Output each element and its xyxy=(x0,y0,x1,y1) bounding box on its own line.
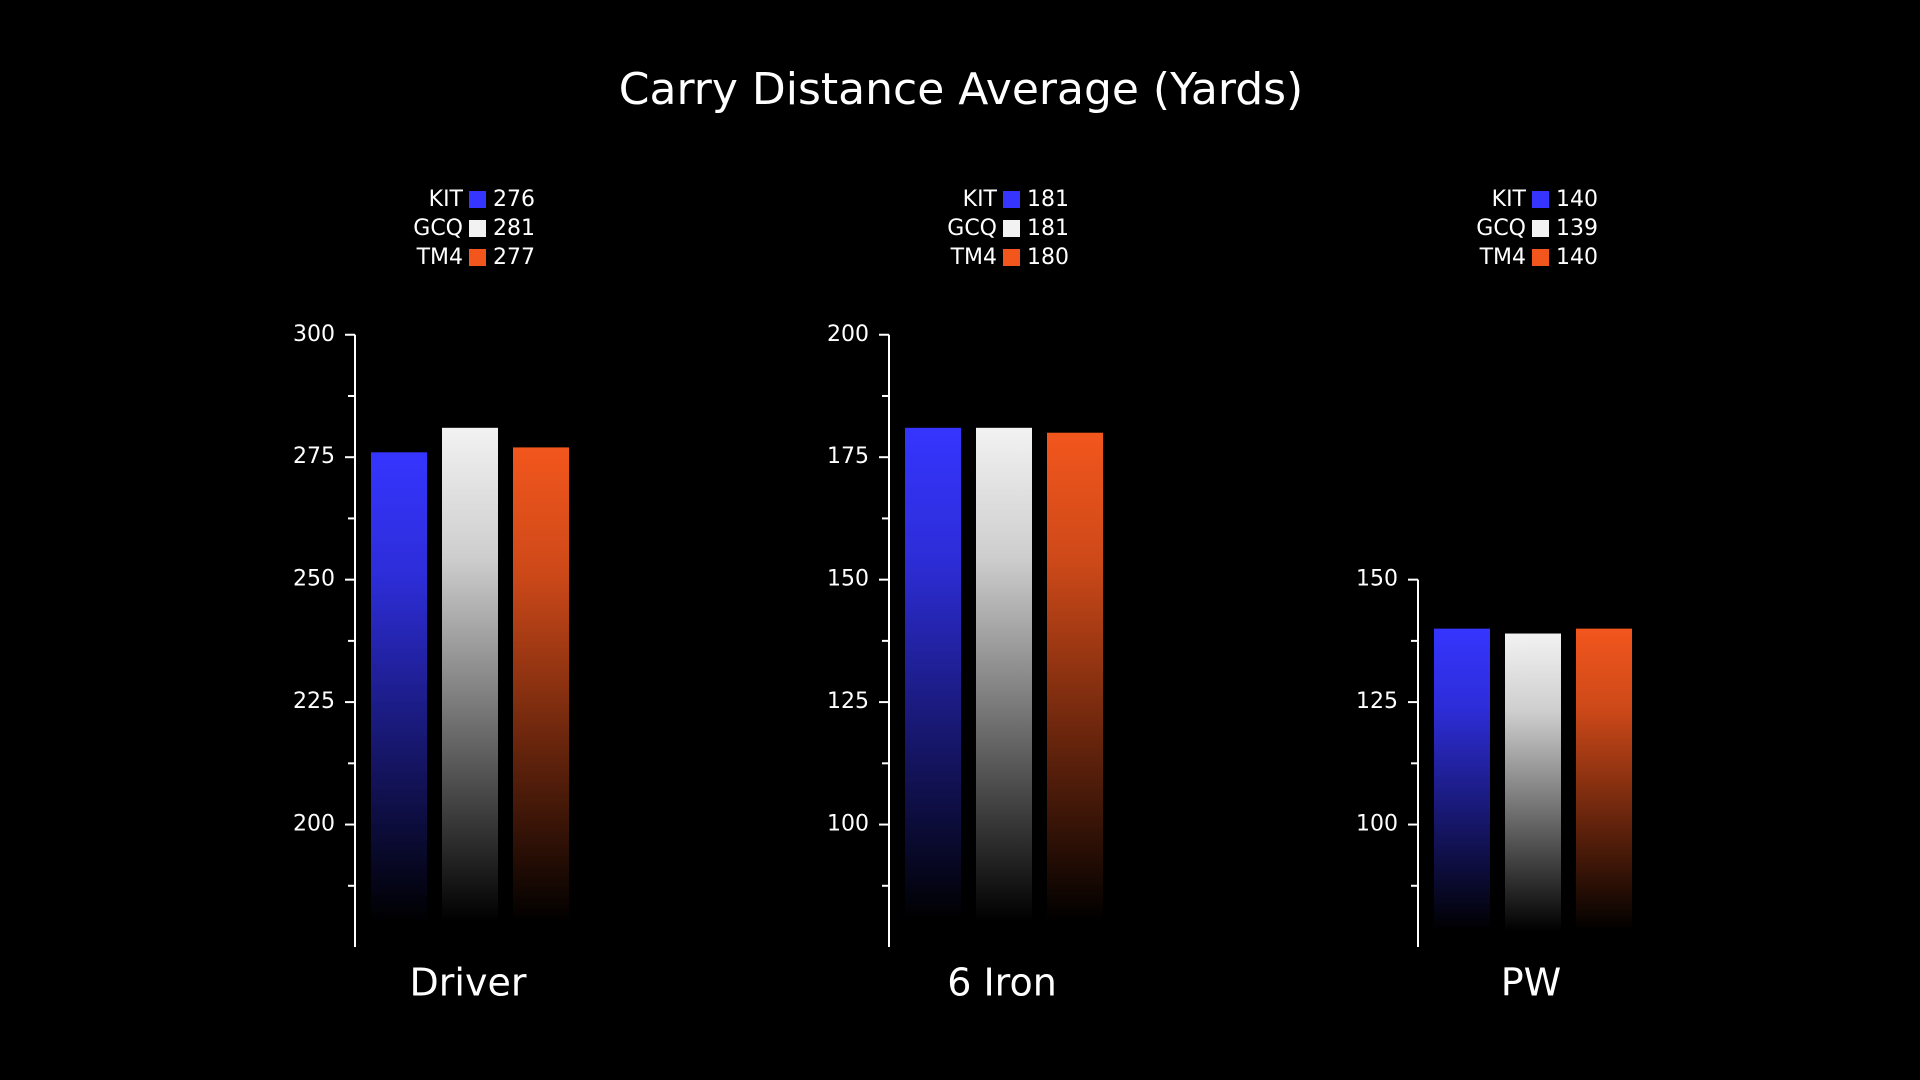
y-tick-label: 100 xyxy=(1356,812,1398,837)
value-label: 281 xyxy=(493,216,535,241)
bar xyxy=(442,427,498,947)
legend-label: TM4 xyxy=(1479,245,1526,270)
chart-title: Carry Distance Average (Yards) xyxy=(619,64,1303,115)
bar xyxy=(513,447,569,947)
bar xyxy=(1505,633,1561,947)
y-tick-label: 100 xyxy=(827,812,869,837)
y-tick-label: 200 xyxy=(293,812,335,837)
value-label: 140 xyxy=(1556,187,1598,212)
legend-swatch xyxy=(1532,220,1549,237)
y-tick-label: 125 xyxy=(827,689,869,714)
y-tick-label: 300 xyxy=(293,322,335,347)
bar xyxy=(371,452,427,947)
y-tick-label: 150 xyxy=(1356,567,1398,592)
legend-label: GCQ xyxy=(947,216,997,241)
legend-label: KIT xyxy=(963,187,998,212)
y-tick-label: 275 xyxy=(293,444,335,469)
value-label: 181 xyxy=(1027,187,1069,212)
y-tick-label: 150 xyxy=(827,567,869,592)
legend-label: TM4 xyxy=(416,245,463,270)
value-label: 140 xyxy=(1556,245,1598,270)
legend-swatch xyxy=(469,220,486,237)
y-tick-label: 200 xyxy=(827,322,869,347)
legend-label: GCQ xyxy=(1476,216,1526,241)
bar xyxy=(1047,432,1103,948)
bar xyxy=(905,427,961,947)
value-label: 181 xyxy=(1027,216,1069,241)
legend-swatch xyxy=(1532,249,1549,266)
bar xyxy=(1434,628,1490,947)
legend-label: TM4 xyxy=(950,245,997,270)
legend-swatch xyxy=(469,249,486,266)
legend-swatch xyxy=(469,191,486,208)
value-label: 277 xyxy=(493,245,535,270)
x-category-label: 6 Iron xyxy=(947,961,1057,1005)
legend-label: GCQ xyxy=(413,216,463,241)
value-label: 180 xyxy=(1027,245,1069,270)
legend-swatch xyxy=(1532,191,1549,208)
x-category-label: PW xyxy=(1501,961,1562,1005)
bar xyxy=(976,427,1032,947)
bar xyxy=(1576,628,1632,947)
y-tick-label: 250 xyxy=(293,567,335,592)
x-category-label: Driver xyxy=(410,961,527,1005)
legend-label: KIT xyxy=(429,187,464,212)
legend-swatch xyxy=(1003,191,1020,208)
y-tick-label: 125 xyxy=(1356,689,1398,714)
y-tick-label: 175 xyxy=(827,444,869,469)
value-label: 276 xyxy=(493,187,535,212)
y-tick-label: 225 xyxy=(293,689,335,714)
legend-swatch xyxy=(1003,220,1020,237)
legend-label: KIT xyxy=(1492,187,1527,212)
legend-swatch xyxy=(1003,249,1020,266)
value-label: 139 xyxy=(1556,216,1598,241)
